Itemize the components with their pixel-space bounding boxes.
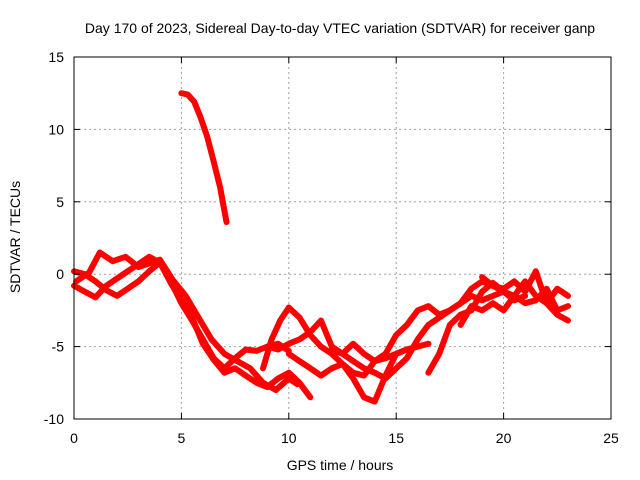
y-tick-label: 5 <box>56 194 64 210</box>
x-tick-label: 5 <box>178 430 186 446</box>
x-tick-label: 20 <box>496 430 512 446</box>
y-tick-label: 0 <box>56 266 64 282</box>
grid <box>74 57 611 419</box>
x-tick-label: 0 <box>70 430 78 446</box>
series-arc-11 <box>178 90 230 226</box>
y-axis-ticks: -10 -5 0 5 10 15 <box>44 49 611 427</box>
chart-title: Day 170 of 2023, Sidereal Day-to-day VTE… <box>85 20 595 36</box>
y-tick-label: -5 <box>52 339 65 355</box>
y-tick-label: 10 <box>48 121 64 137</box>
data-series <box>71 90 571 405</box>
x-axis-ticks: 0 5 10 15 20 25 <box>70 57 619 446</box>
x-tick-label: 10 <box>281 430 297 446</box>
x-tick-label: 25 <box>603 430 619 446</box>
x-axis-label: GPS time / hours <box>287 457 394 473</box>
y-axis-label: SDTVAR / TECUs <box>7 181 23 293</box>
y-tick-label: 15 <box>48 49 64 65</box>
series-arc-10 <box>479 268 571 324</box>
y-tick-label: -10 <box>44 411 64 427</box>
x-tick-label: 15 <box>388 430 404 446</box>
plot-frame <box>73 56 612 420</box>
series-arc-3 <box>73 249 301 393</box>
series-arc-9 <box>457 285 571 328</box>
